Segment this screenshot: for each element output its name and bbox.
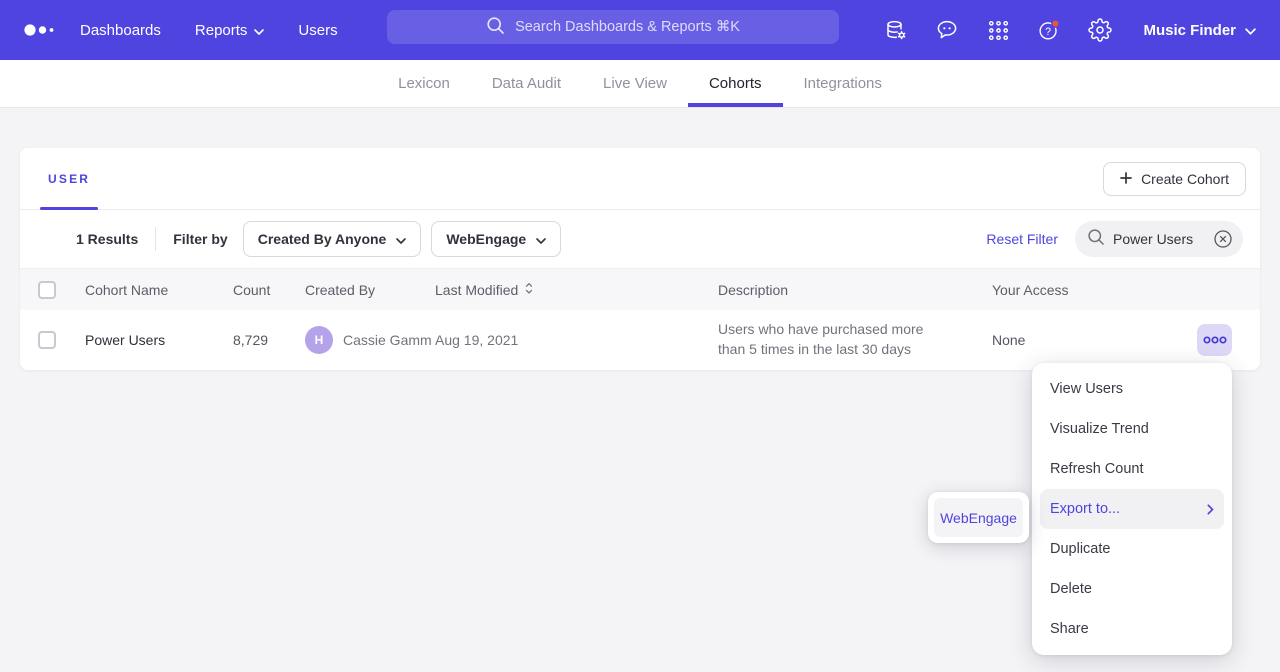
notification-dot (1051, 19, 1061, 28)
cohort-access: None (992, 332, 1026, 348)
column-your-access: Your Access (992, 281, 1069, 298)
sort-icon[interactable] (525, 282, 533, 298)
search-icon (1087, 228, 1105, 251)
source-filter-value: WebEngage (446, 231, 527, 247)
data-management-icon[interactable] (884, 18, 908, 42)
tab-user-cohorts[interactable]: USER (40, 148, 99, 210)
menu-item-duplicate[interactable]: Duplicate (1050, 541, 1111, 557)
create-cohort-button[interactable]: Create Cohort (1103, 162, 1246, 196)
column-cohort-name: Cohort Name (85, 281, 169, 298)
cohort-search (1075, 221, 1243, 257)
nav-users[interactable]: Users (298, 22, 337, 39)
select-all-checkbox[interactable] (38, 280, 56, 299)
source-filter-dropdown[interactable]: WebEngage (431, 221, 562, 257)
cohorts-card: USER Create Cohort 1 Results Filter by C… (20, 148, 1260, 370)
cohort-last-modified: Aug 19, 2021 (435, 332, 519, 348)
menu-item-visualize-trend[interactable]: Visualize Trend (1050, 421, 1149, 437)
creator-name: Cassie Gamm (343, 332, 432, 348)
three-dots-icon (1202, 336, 1227, 344)
create-cohort-label: Create Cohort (1141, 171, 1229, 187)
menu-item-refresh-count[interactable]: Refresh Count (1050, 461, 1144, 477)
menu-item-view-users[interactable]: View Users (1050, 381, 1124, 397)
menu-item-export-to[interactable]: Export to... (1040, 489, 1224, 529)
project-switcher[interactable]: Music Finder (1143, 22, 1256, 39)
cohorts-card-header: USER Create Cohort (20, 148, 1260, 210)
filter-toolbar: 1 Results Filter by Created By Anyone We… (20, 210, 1260, 268)
clear-search-icon[interactable] (1213, 229, 1233, 249)
table-header: Cohort Name Count Created By Last Modifi… (20, 268, 1260, 310)
created-by-filter-dropdown[interactable]: Created By Anyone (242, 221, 422, 257)
tab-cohorts[interactable]: Cohorts (687, 60, 783, 107)
cohort-name[interactable]: Power Users (85, 332, 166, 348)
apps-grid-icon[interactable] (986, 18, 1010, 42)
reset-filter-link[interactable]: Reset Filter (986, 231, 1058, 247)
search-icon (486, 16, 505, 39)
top-navigation: Dashboards Reports Users Search Dashboar… (0, 0, 1280, 60)
primary-nav: Dashboards Reports Users (80, 0, 338, 60)
created-by-filter-value: Created By Anyone (257, 231, 387, 247)
plus-icon (1120, 171, 1132, 187)
filter-by-label: Filter by (173, 231, 228, 247)
global-search-bar[interactable]: Search Dashboards & Reports ⌘K (387, 10, 839, 44)
nav-users-label: Users (298, 21, 338, 39)
mixpanel-logo[interactable] (24, 22, 60, 43)
chevron-right-icon (1207, 503, 1214, 515)
results-count: 1 Results (76, 231, 139, 247)
more-options-button[interactable] (1197, 324, 1232, 356)
tab-integrations[interactable]: Integrations (803, 75, 882, 92)
table-row[interactable]: Power Users 8,729 H Cassie Gamm Aug 19, … (20, 310, 1260, 370)
column-last-modified-label: Last Modified (435, 281, 519, 298)
chevron-down-icon (396, 231, 407, 247)
nav-dashboards-label: Dashboards (80, 21, 161, 39)
global-search-placeholder: Search Dashboards & Reports ⌘K (515, 19, 740, 35)
tab-lexicon[interactable]: Lexicon (398, 75, 450, 92)
column-last-modified[interactable]: Last Modified (435, 282, 718, 298)
settings-gear-icon[interactable] (1088, 18, 1113, 42)
svg-text:?: ? (1046, 26, 1052, 38)
cohort-context-menu: View Users Visualize Trend Refresh Count… (1032, 363, 1232, 655)
chevron-down-icon (536, 231, 547, 247)
nav-dashboards[interactable]: Dashboards (80, 22, 161, 39)
cohort-created-by: H Cassie Gamm (305, 326, 435, 354)
avatar: H (305, 326, 333, 354)
cohort-description: Users who have purchased more than 5 tim… (718, 321, 924, 357)
export-submenu: WebEngage (928, 492, 1029, 543)
column-created-by: Created By (305, 281, 376, 298)
topnav-right-group: ? Music Finder (884, 0, 1256, 60)
nav-reports[interactable]: Reports (195, 22, 265, 39)
project-name: Music Finder (1143, 21, 1236, 39)
menu-item-share[interactable]: Share (1050, 621, 1089, 637)
help-icon[interactable]: ? (1037, 18, 1061, 42)
column-description: Description (718, 281, 789, 298)
chevron-down-icon (254, 22, 265, 39)
tab-data-audit[interactable]: Data Audit (491, 75, 562, 92)
messages-icon[interactable] (935, 18, 959, 42)
submenu-item-webengage[interactable]: WebEngage (934, 498, 1023, 537)
tab-live-view[interactable]: Live View (603, 75, 667, 92)
cohort-count: 8,729 (233, 332, 269, 348)
menu-item-delete[interactable]: Delete (1050, 581, 1092, 597)
row-checkbox[interactable] (38, 331, 56, 349)
column-count: Count (233, 281, 271, 298)
divider (155, 227, 157, 251)
export-to-label: Export to... (1050, 501, 1121, 517)
section-tabs: Lexicon Data Audit Live View Cohorts Int… (0, 60, 1280, 108)
nav-reports-label: Reports (194, 21, 248, 39)
cohort-search-input[interactable] (1113, 231, 1205, 247)
chevron-down-icon (1245, 22, 1256, 39)
